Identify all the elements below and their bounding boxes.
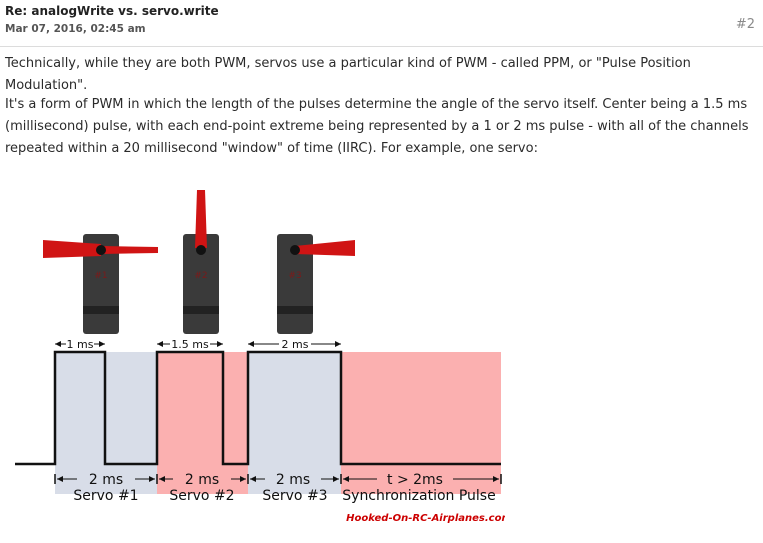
watermark-text: Hooked-On-RC-Airplanes.com [346, 513, 505, 524]
divider [0, 46, 763, 47]
post-title: Re: analogWrite vs. servo.write [5, 4, 219, 18]
servo-name-2: Servo #2 [169, 488, 234, 504]
sync-time-label: t > 2ms [387, 472, 443, 488]
slot-ms-2: 2 ms [185, 472, 219, 488]
servo-3-illustration: #3 [277, 234, 355, 334]
post-number-link[interactable]: #2 [735, 17, 755, 32]
pulse-label-3: 2 ms [282, 338, 309, 351]
paragraph-2-line-2: (millisecond) pulse, with each end-point… [5, 119, 749, 134]
pulse-label-2: 1.5 ms [171, 338, 209, 351]
post-paragraph-1: Technically, while they are both PWM, se… [5, 56, 691, 93]
servo-name-3: Servo #3 [262, 488, 327, 504]
servo-1-number: #1 [94, 271, 107, 281]
sync-band [341, 352, 501, 494]
servo-3-number: #3 [288, 271, 301, 281]
post-paragraph-2: It's a form of PWM in which the length o… [5, 94, 757, 160]
slot-markers [54, 474, 502, 484]
ppm-diagram-image: #1 #2 #3 [5, 178, 505, 528]
slot-band-2 [157, 352, 248, 494]
post-date: Mar 07, 2016, 02:45 am [5, 23, 146, 35]
slot-ms-3: 2 ms [276, 472, 310, 488]
pulse-label-1: 1 ms [67, 338, 94, 351]
ppm-signal-trace [15, 350, 501, 466]
slot-ms-1: 2 ms [89, 472, 123, 488]
slot-band-3 [248, 352, 341, 494]
servo-2-illustration: #2 [183, 190, 219, 334]
sync-pulse-label: Synchronization Pulse [342, 488, 495, 504]
servo-1-illustration: #1 [43, 234, 158, 334]
servo-name-1: Servo #1 [73, 488, 138, 504]
servo-2-number: #2 [194, 271, 207, 281]
paragraph-2-line-1: It's a form of PWM in which the length o… [5, 97, 748, 112]
paragraph-2-line-3: repeated within a 20 millisecond "window… [5, 141, 538, 156]
